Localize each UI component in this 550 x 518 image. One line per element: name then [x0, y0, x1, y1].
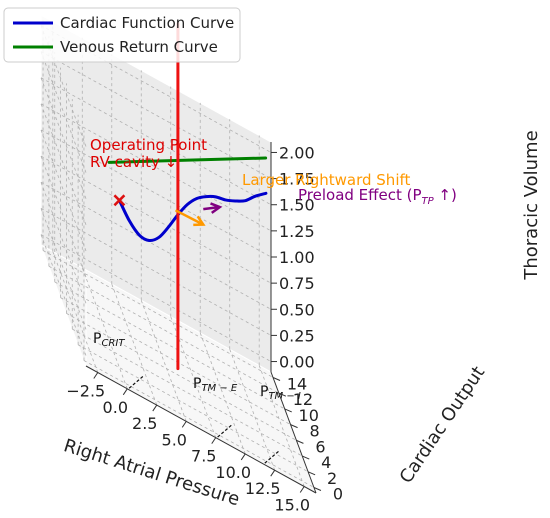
z-tick-label-1: 0.25 [279, 326, 315, 345]
annotation-rv-cavity: RV cavity ↓ [90, 153, 177, 171]
grid-back-z-2 [40, 181, 272, 310]
z-tick-label-7: 1.75 [279, 170, 315, 189]
y-tick-label-5: 10 [299, 406, 319, 425]
y-tick-label-2: 4 [321, 453, 331, 472]
annotation-operating-point: Operating Point [90, 136, 207, 154]
y-axis-line [270, 371, 317, 494]
operating-point-marker [113, 194, 126, 207]
legend-label-cardiac: Cardiac Function Curve [60, 14, 234, 32]
preload-arrow-shaft [203, 205, 220, 211]
x-tick-4 [211, 437, 217, 444]
y-tick-6 [278, 392, 287, 397]
y-tick-label-0: 0 [333, 485, 343, 504]
z-axis-label: Thoracic Volume [521, 130, 542, 280]
annotation-preload-base: Preload Effect (P [298, 186, 422, 204]
x-tick-2 [152, 404, 158, 412]
pressure-marker-stub-1 [217, 424, 233, 438]
annotation-preload-sub: TP [422, 196, 435, 207]
x-axis-line [85, 365, 317, 494]
pressure-marker-pcrit-sub: CRIT [101, 338, 125, 349]
y-axis-label: Cardiac Output [396, 363, 490, 488]
z-tick-label-0: 0.00 [279, 353, 315, 372]
x-tick-7 [299, 486, 305, 493]
y-tick-label-4: 8 [309, 422, 319, 441]
annotation-marks [113, 194, 280, 464]
rightward-shift-arrow-shaft [174, 209, 204, 226]
pressure-marker-pcrit: PCRIT [93, 331, 125, 349]
x-tick-label-3: 5.0 [162, 430, 187, 449]
z-tick-label-2: 0.50 [279, 300, 315, 319]
pressure-marker-ptmi-base: P [260, 384, 268, 400]
grid-back-z-5 [40, 103, 272, 232]
z-tick-label-3: 0.75 [279, 274, 315, 293]
pressure-marker-ptmi-sub: TM − I [268, 391, 300, 402]
grid-floor-y-0 [83, 360, 315, 488]
y-tick-label-1: 2 [327, 469, 337, 488]
y-tick-7 [272, 377, 281, 381]
grid-back-z-0 [40, 234, 272, 362]
pressure-marker-stub-2 [264, 450, 280, 464]
z-tick-label-4: 1.00 [279, 248, 315, 267]
pressure-marker-ptme: PTM − E [193, 376, 238, 394]
z-tick-label-6: 1.50 [279, 196, 315, 215]
grid-back-z-6 [40, 77, 272, 206]
preload-arrow-head [210, 202, 223, 214]
annotation-preload-effect: Preload Effect (PTP ↑) [298, 186, 457, 207]
x-tick-label-6: 12.5 [245, 479, 281, 498]
grid-back-z-3 [40, 155, 272, 284]
pressure-marker-ptme-base: P [193, 376, 201, 392]
legend-box [3, 7, 241, 63]
y-tick-4 [290, 424, 298, 429]
plot-area [107, 22, 268, 371]
pressure-marker-pcrit-base: P [93, 331, 101, 347]
grid-back-z-4 [40, 129, 272, 258]
cardiac-function-curve [117, 191, 268, 243]
annotation-rightward-shift: Larger Rightward Shift [242, 171, 411, 189]
pressure-marker-stub-0 [128, 375, 144, 389]
grid-floor-y-6 [48, 265, 280, 394]
venous-return-curve [107, 156, 268, 164]
grid-floor-y-3 [66, 313, 297, 441]
x-tick-label-1: 0.0 [103, 398, 128, 417]
pressure-marker-ptmi: PTM − I [260, 384, 301, 402]
y-tick-label-3: 6 [315, 437, 325, 456]
x-tick-5 [240, 453, 246, 461]
grid-back-z-1 [40, 208, 272, 336]
rightward-shift-arrow-head [193, 215, 206, 227]
x-tick-label-2: 2.5 [132, 414, 157, 433]
x-tick-label-4: 7.5 [191, 447, 216, 466]
grid-floor-y-7 [42, 250, 274, 378]
y-tick-0 [313, 487, 322, 491]
y-tick-2 [302, 455, 310, 460]
y-tick-label-7: 14 [287, 375, 307, 394]
x-tick-1 [122, 388, 128, 396]
x-tick-label-0: −2.5 [66, 382, 105, 401]
y-tick-label-6: 12 [293, 390, 313, 409]
legend-label-venous: Venous Return Curve [60, 38, 218, 56]
grid-floor-y-2 [72, 328, 303, 457]
x-tick-3 [181, 421, 187, 428]
y-tick-5 [284, 408, 292, 413]
x-tick-6 [270, 469, 276, 477]
y-tick-1 [307, 471, 316, 476]
x-tick-label-5: 10.0 [215, 463, 251, 482]
y-tick-3 [296, 439, 304, 444]
grid-floor-y-1 [77, 344, 309, 473]
legend: Cardiac Function Curve Venous Return Cur… [3, 7, 241, 63]
x-tick-label-7: 15.0 [274, 495, 310, 514]
z-tick-label-5: 1.25 [279, 222, 315, 241]
pressure-marker-ptme-sub: TM − E [201, 383, 237, 394]
grid-lines [40, 20, 315, 488]
grid-floor-y-5 [54, 281, 285, 410]
z-tick-label-8: 2.00 [279, 143, 315, 162]
x-tick-0 [93, 372, 99, 379]
grid-floor-y-4 [60, 297, 291, 425]
annotation-preload-tail: ↑) [434, 186, 457, 204]
